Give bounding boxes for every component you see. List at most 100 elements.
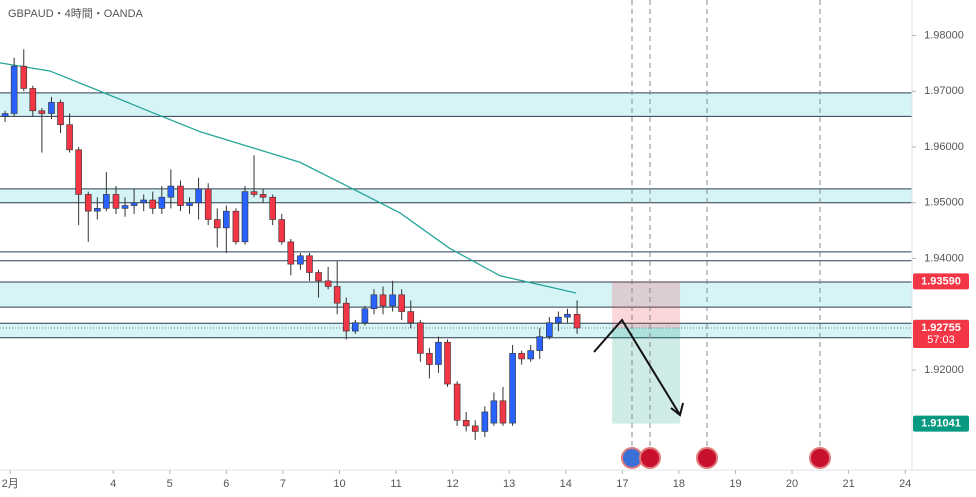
candle-body (426, 353, 433, 365)
candle-body (48, 102, 55, 114)
candle-body (186, 202, 193, 206)
zone (0, 188, 912, 203)
candle-body (351, 322, 359, 332)
candle-body (223, 210, 230, 229)
candle-body (241, 191, 249, 243)
candle-body (287, 241, 295, 265)
candle-body (361, 308, 369, 324)
candle-body (112, 194, 120, 209)
candle-body (204, 188, 212, 220)
candle-body (490, 400, 498, 424)
candle-body (527, 350, 534, 360)
candle-body (140, 199, 148, 204)
candle-body (324, 280, 332, 287)
candle-body (573, 314, 581, 329)
event-icon[interactable] (639, 447, 661, 469)
zone (0, 281, 912, 308)
x-tick-label: 21 (843, 478, 855, 490)
x-tick-label: 13 (503, 478, 515, 490)
candle-body (370, 294, 378, 310)
target-zone (612, 328, 681, 424)
event-icons[interactable] (621, 447, 831, 469)
chart-title: GBPAUD・4時間・OANDA (8, 7, 144, 20)
zone (0, 92, 912, 117)
candle-body (38, 110, 46, 114)
y-tick-label: 1.95000 (924, 197, 964, 209)
event-icon[interactable] (696, 447, 718, 469)
price-label-box (913, 415, 969, 432)
candle-body (379, 294, 387, 307)
x-tick-label: 12 (446, 478, 458, 490)
candle-body (232, 210, 240, 243)
x-tick-label: 17 (616, 478, 628, 490)
price-label: 1.91041 (921, 418, 961, 430)
x-tick-label: 19 (729, 478, 741, 490)
price-label-box (913, 320, 969, 349)
candle-body (278, 219, 286, 243)
candle-body (435, 341, 442, 365)
x-tick-label: 10 (333, 478, 345, 490)
y-tick-label: 1.92000 (924, 364, 964, 376)
candle-body (518, 353, 525, 360)
x-tick-label: 18 (673, 478, 685, 490)
x-tick-label: 7 (280, 478, 286, 490)
candle-body (177, 185, 184, 206)
candle-body (297, 255, 304, 265)
candle-body (444, 341, 451, 385)
x-tick-label: 6 (223, 478, 229, 490)
candle-body (546, 322, 553, 337)
candle-body (306, 255, 313, 273)
x-tick-label: 20 (786, 478, 798, 490)
x-tick-label: 11 (390, 478, 401, 490)
candle-body (10, 65, 18, 114)
candle-body (94, 208, 101, 212)
plot-area (0, 49, 912, 440)
x-tick-label: 24 (899, 478, 911, 490)
candle-body (130, 202, 138, 206)
event-icon[interactable] (809, 447, 831, 469)
candle-body (1, 113, 9, 117)
candle-body (555, 316, 562, 324)
candle-body (471, 425, 479, 432)
candle-body (20, 65, 28, 89)
zone (0, 323, 912, 338)
price-label: 1.92755 (921, 322, 961, 334)
candle-body (499, 400, 507, 424)
y-tick-label: 1.97000 (924, 85, 964, 97)
candle-body (158, 196, 166, 209)
price-label-box (913, 273, 969, 290)
x-tick-label: 5 (167, 478, 173, 490)
price-label: 1.93590 (921, 275, 961, 287)
candle-body (333, 286, 341, 304)
x-tick-label: 14 (560, 478, 572, 490)
y-tick-label: 1.98000 (924, 29, 964, 41)
candle-body (57, 102, 64, 126)
candle-body (481, 411, 489, 432)
candle-body (259, 194, 267, 198)
candle-body (315, 272, 322, 282)
forecast-arrow (593, 318, 681, 416)
candle-body (195, 188, 202, 204)
candle-body (417, 322, 424, 354)
stop-zone (612, 281, 681, 329)
candle-body (103, 194, 110, 209)
candle-body (121, 205, 129, 209)
y-tick-label: 1.96000 (924, 141, 964, 153)
moving-average (0, 62, 577, 294)
candle-body (564, 314, 571, 318)
candle-body (407, 311, 415, 324)
x-tick-label: 2月 (2, 478, 19, 490)
candle-body (75, 149, 82, 195)
candle-body (536, 336, 544, 351)
candle-body (509, 353, 516, 424)
candle-body (213, 219, 221, 229)
countdown: 57:03 (927, 334, 955, 346)
candle-body (66, 124, 73, 151)
candle-body (84, 194, 92, 212)
event-lines (631, 0, 821, 448)
candle-body (269, 196, 276, 220)
candle-body (149, 199, 157, 209)
arrow-head (670, 402, 684, 417)
candle-body (453, 383, 461, 421)
